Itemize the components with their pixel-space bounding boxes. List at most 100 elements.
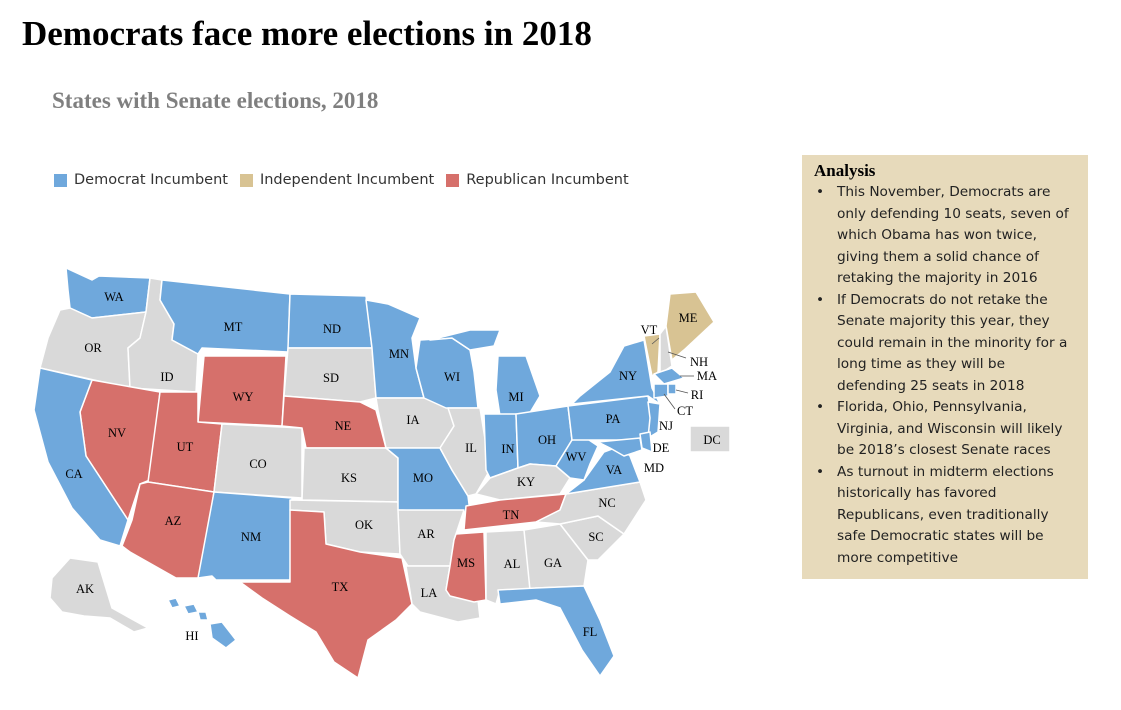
state-label-NY: NY [619, 369, 637, 383]
state-label-OK: OK [355, 518, 373, 532]
leader-line-ct [663, 393, 676, 410]
state-label-UT: UT [177, 440, 194, 454]
state-HI-islands [197, 611, 209, 621]
state-label-AR: AR [417, 527, 435, 541]
state-label-NC: NC [598, 496, 615, 510]
analysis-bullet-text: If Democrats do not retake the Senate ma… [837, 291, 1068, 394]
state-label-NJ: NJ [659, 419, 673, 433]
label-leader-lines [651, 337, 694, 410]
state-CT [653, 383, 669, 399]
analysis-bullet-text: This November, Democrats are only defend… [837, 184, 1069, 286]
legend-item-democrat: Democrat Incumbent [54, 172, 228, 188]
state-label-AZ: AZ [165, 514, 182, 528]
bullet-icon: • [816, 399, 825, 415]
state-DC [689, 425, 731, 453]
analysis-list: • This November, Democrats are only defen… [814, 182, 1078, 569]
state-label-DE: DE [653, 441, 670, 455]
map-subtitle: States with Senate elections, 2018 [52, 88, 379, 113]
analysis-bullet: • This November, Democrats are only defen… [814, 182, 1078, 290]
state-label-GA: GA [544, 556, 562, 570]
legend-swatch-democrat [54, 173, 67, 187]
state-label-CT: CT [677, 404, 693, 418]
analysis-bullet-text: As turnout in midterm elections historic… [837, 463, 1054, 566]
state-label-NH: NH [690, 355, 708, 369]
state-label-KS: KS [341, 471, 357, 485]
state-label-NM: NM [241, 530, 261, 544]
state-ME [665, 291, 715, 361]
state-HI-islands [183, 603, 199, 615]
state-label-PA: PA [606, 412, 621, 426]
state-label-MT: MT [224, 320, 243, 334]
state-label-TN: TN [503, 508, 520, 522]
state-label-MD: MD [644, 461, 664, 475]
state-label-TX: TX [332, 580, 349, 594]
state-label-CA: CA [65, 467, 82, 481]
state-label-WY: WY [233, 390, 254, 404]
state-label-IA: IA [406, 413, 419, 427]
leader-line-ri [675, 389, 689, 394]
state-label-WA: WA [104, 290, 123, 304]
state-label-OR: OR [84, 341, 102, 355]
state-label-NV: NV [108, 426, 126, 440]
state-label-MS: MS [457, 556, 475, 570]
state-CA [33, 367, 129, 547]
state-label-RI: RI [691, 388, 704, 402]
analysis-box: Analysis • This November, Democrats are o… [802, 155, 1088, 579]
state-label-IN: IN [501, 442, 514, 456]
state-label-MO: MO [413, 471, 433, 485]
state-label-CO: CO [249, 457, 266, 471]
leader-line-vt [651, 337, 660, 345]
analysis-bullet: • If Democrats do not retake the Senate m… [814, 290, 1078, 398]
legend-item-independent: Independent Incumbent [239, 172, 435, 188]
state-AK [49, 557, 149, 633]
state-labels: WA OR CA NV ID MT WY UT AZ CO NM ND SD N… [65, 290, 720, 643]
analysis-bullet: • Florida, Ohio, Pennsylvania, Virginia, … [814, 397, 1078, 462]
legend-label-independent: Independent Incumbent [259, 172, 435, 188]
analysis-heading: Analysis [814, 161, 876, 180]
state-MT [159, 279, 291, 355]
analysis-bullet: • As turnout in midterm elections histori… [814, 462, 1078, 570]
state-NM [197, 491, 293, 581]
state-ND [287, 293, 373, 349]
state-label-ID: ID [160, 370, 173, 384]
bullet-icon: • [816, 291, 825, 308]
state-NH [659, 325, 673, 375]
us-senate-map: WA OR CA NV ID MT WY UT AZ CO NM ND SD N… [33, 267, 731, 679]
state-label-OH: OH [538, 433, 556, 447]
state-HI-islands [167, 597, 181, 609]
state-label-ND: ND [323, 322, 341, 336]
legend-label-democrat: Democrat Incumbent [74, 172, 228, 188]
state-label-VT: VT [641, 323, 658, 337]
leader-line-nh [667, 351, 687, 359]
legend-swatch-republican [446, 173, 460, 187]
map-legend: Democrat Incumbent Independent Incumbent… [54, 172, 641, 188]
state-label-IL: IL [465, 441, 477, 455]
state-NJ [647, 401, 661, 439]
state-HI [209, 621, 237, 649]
state-label-MA: MA [697, 369, 717, 383]
state-MS [445, 531, 487, 603]
state-FL [497, 585, 615, 677]
legend-label-republican: Republican Incumbent [466, 172, 629, 188]
state-MA [653, 367, 685, 385]
state-label-WV: WV [566, 450, 587, 464]
state-MD [597, 437, 643, 457]
state-label-KY: KY [517, 475, 535, 489]
state-label-HI: HI [185, 629, 198, 643]
state-MI [495, 355, 541, 417]
state-label-VA: VA [606, 463, 622, 477]
page-title: Democrats face more elections in 2018 [22, 14, 592, 53]
state-label-LA: LA [421, 586, 438, 600]
state-label-AL: AL [504, 557, 521, 571]
state-label-NE: NE [335, 419, 352, 433]
state-label-ME: ME [679, 311, 698, 325]
state-label-WI: WI [444, 370, 460, 384]
state-IL [439, 407, 491, 497]
state-label-SD: SD [323, 371, 339, 385]
bullet-icon: • [816, 184, 825, 200]
state-label-DC: DC [703, 433, 720, 447]
state-label-MN: MN [389, 347, 409, 361]
state-NY [571, 339, 661, 405]
analysis-bullet-text: Florida, Ohio, Pennsylvania, Virginia, a… [837, 399, 1063, 458]
state-label-SC: SC [588, 530, 603, 544]
